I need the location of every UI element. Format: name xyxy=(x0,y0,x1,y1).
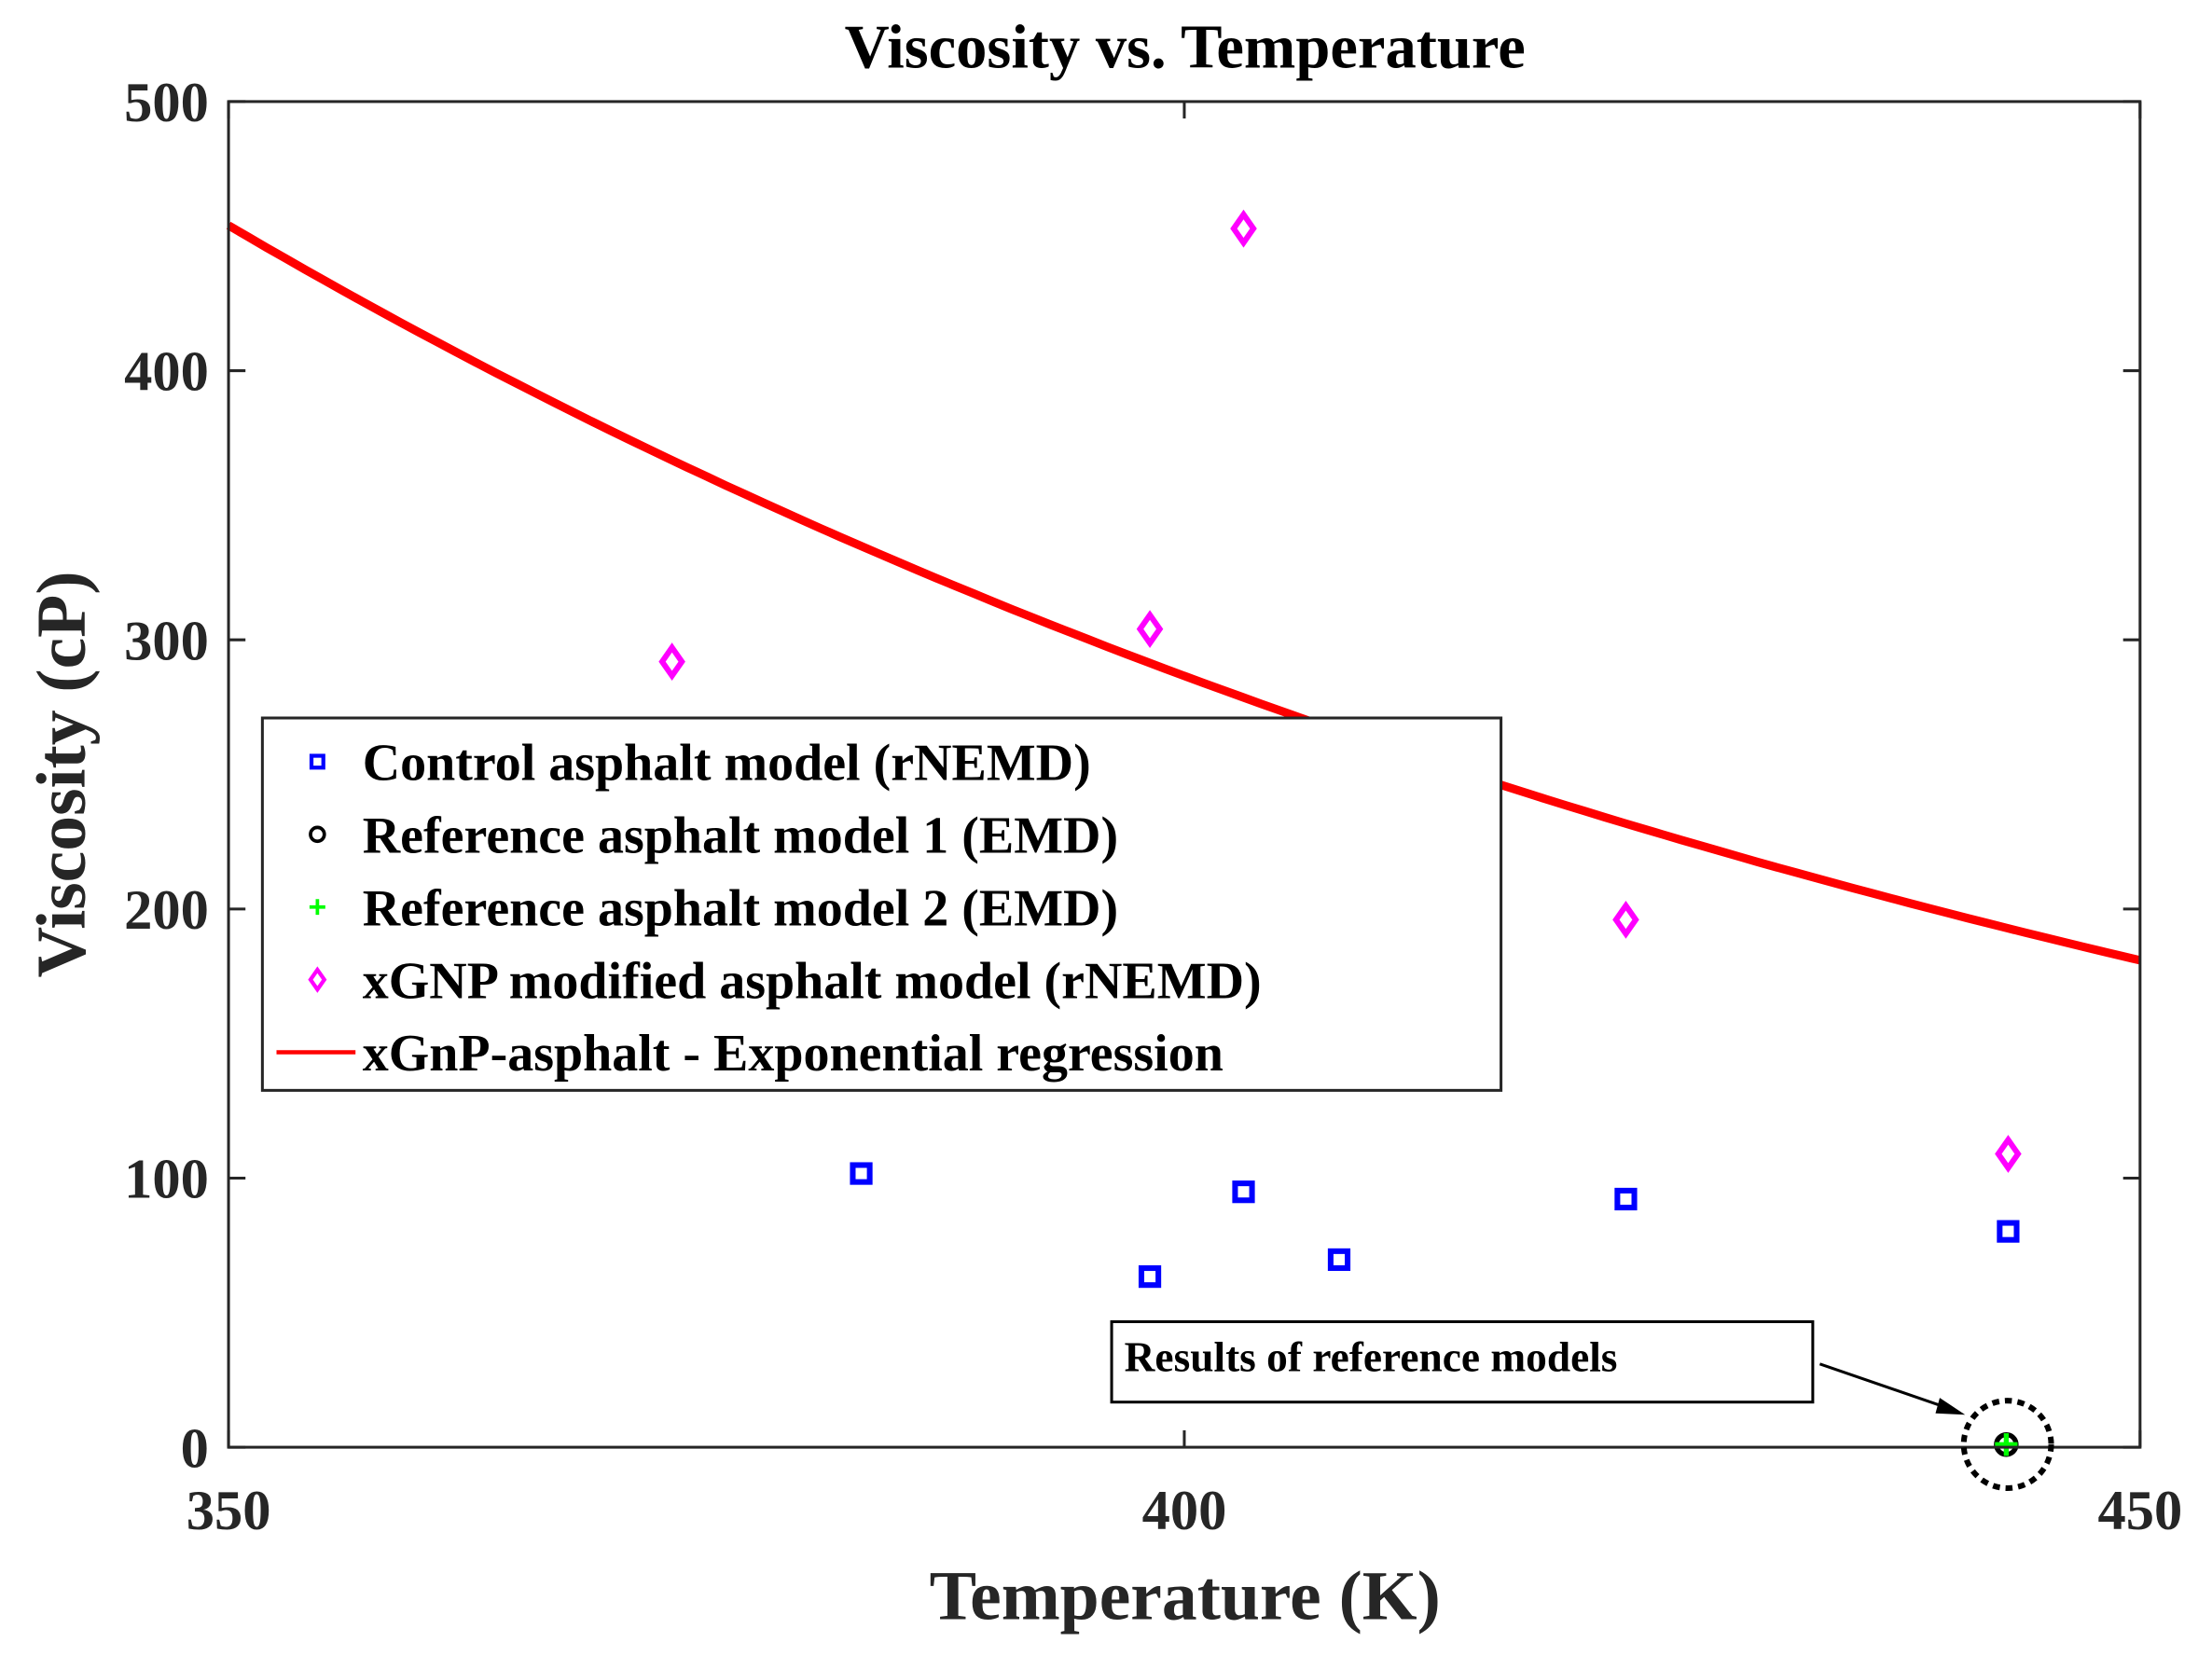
regression-line xyxy=(226,221,2141,965)
y-tick-label: 500 xyxy=(124,72,209,134)
y-tick-label: 200 xyxy=(124,879,209,942)
x-tick-label: 400 xyxy=(1142,1480,1227,1542)
legend-box xyxy=(260,716,1503,1092)
data-point-square xyxy=(1997,1220,2020,1243)
data-point-square xyxy=(1232,1180,1255,1204)
legend-label: Reference asphalt model 1 (EMD) xyxy=(363,807,1118,864)
annotation-box xyxy=(1110,1319,1815,1404)
data-point-square xyxy=(1614,1187,1638,1211)
x-tick-label: 350 xyxy=(187,1480,271,1542)
legend-label: Control asphalt model (rNEMD) xyxy=(363,735,1091,793)
annotation-text: Results of reference models xyxy=(1125,1333,1618,1380)
x-axis-label: Temperature (K) xyxy=(930,1558,1441,1635)
y-tick-label: 0 xyxy=(181,1417,209,1480)
legend: Control asphalt model (rNEMD) Reference a… xyxy=(260,716,1503,1092)
annotation: Results of reference models xyxy=(1110,1319,2054,1491)
legend-label: xGNP modified asphalt model (rNEMD) xyxy=(363,952,1262,1010)
data-point-diamond xyxy=(1230,209,1257,248)
legend-label: Reference asphalt model 2 (EMD) xyxy=(363,879,1118,937)
y-axis-label: Viscosity (cP) xyxy=(23,571,101,977)
chart-title: Viscosity vs. Temperature xyxy=(845,14,1526,82)
annotation-arrowhead xyxy=(1935,1398,1966,1415)
legend-marker-square xyxy=(309,753,325,770)
data-point-square xyxy=(1327,1248,1351,1272)
data-point-diamond xyxy=(1136,610,1164,649)
y-tick-label: 400 xyxy=(124,341,209,404)
legend-label: xGnP-asphalt - Exponential regression xyxy=(363,1025,1224,1083)
legend-marker-diamond xyxy=(308,966,327,993)
legend-marker-circle xyxy=(309,825,326,844)
x-tick-label: 450 xyxy=(2097,1480,2182,1542)
data-point-plus xyxy=(1995,1433,2018,1456)
data-point-diamond xyxy=(1612,900,1639,939)
y-tick-label: 100 xyxy=(124,1149,209,1211)
y-tick-label: 300 xyxy=(124,610,209,672)
data-point-diamond xyxy=(1995,1135,2022,1173)
annotation-arrow xyxy=(1818,1362,1956,1413)
annotation-highlight-circle xyxy=(1960,1398,2054,1491)
legend-marker-plus xyxy=(309,899,325,916)
data-point-diamond xyxy=(658,642,685,681)
data-point-square xyxy=(1138,1265,1162,1289)
data-point-square xyxy=(850,1162,873,1185)
